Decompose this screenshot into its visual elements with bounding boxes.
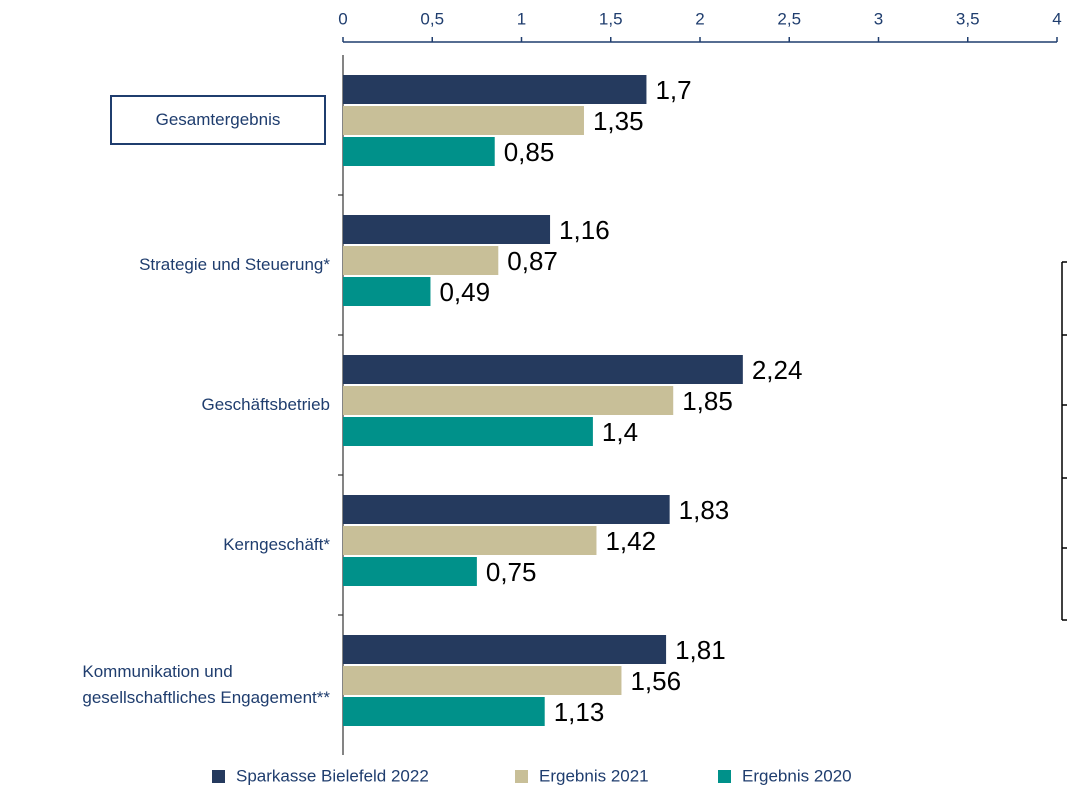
bar [343,666,622,695]
value-label: 2,24 [752,355,803,385]
x-tick-label: 0,5 [420,9,444,28]
y-tick-label: Gesamtergebnis [110,95,326,145]
y-tick-label: Kommunikation und gesellschaftliches Eng… [82,662,330,707]
legend-label: Sparkasse Bielefeld 2022 [236,766,429,785]
value-label: 1,4 [602,417,638,447]
value-label: 1,56 [630,666,681,696]
value-label: 1,7 [655,75,691,105]
x-tick-label: 4 [1052,9,1061,28]
bar [343,697,545,726]
legend-swatch [718,770,731,783]
bar [343,386,674,415]
y-tick-label: Kerngeschäft* [223,535,330,554]
x-tick-label: 1 [517,9,526,28]
value-label: 0,49 [439,277,490,307]
bar [343,215,551,244]
x-tick-label: 3 [874,9,883,28]
value-label: 1,42 [605,526,656,556]
bar [343,635,667,664]
value-label: 0,85 [504,137,555,167]
bar [343,557,477,586]
value-label: 1,16 [559,215,610,245]
value-label: 0,75 [486,557,537,587]
x-tick-label: 0 [338,9,347,28]
value-label: 1,81 [675,635,726,665]
legend-swatch [515,770,528,783]
bar [343,526,597,555]
bar [343,495,670,524]
partial-table [1061,261,1067,621]
bar [343,417,593,446]
value-label: 0,87 [507,246,558,276]
y-tick-label: Strategie und Steuerung* [139,255,330,274]
value-label: 1,35 [593,106,644,136]
x-tick-label: 1,5 [599,9,623,28]
value-label: 1,83 [679,495,730,525]
value-label: 1,13 [554,697,605,727]
bar [343,355,743,384]
legend-label: Ergebnis 2020 [742,766,852,785]
bar [343,137,495,166]
value-label: 1,85 [682,386,733,416]
x-tick-label: 2,5 [777,9,801,28]
bar [343,246,499,275]
x-tick-label: 2 [695,9,704,28]
bar [343,75,647,104]
x-tick-label: 3,5 [956,9,980,28]
legend-label: Ergebnis 2021 [539,766,649,785]
bar [343,106,584,135]
y-tick-label: Geschäftsbetrieb [201,395,330,414]
bar [343,277,431,306]
legend-swatch [212,770,225,783]
